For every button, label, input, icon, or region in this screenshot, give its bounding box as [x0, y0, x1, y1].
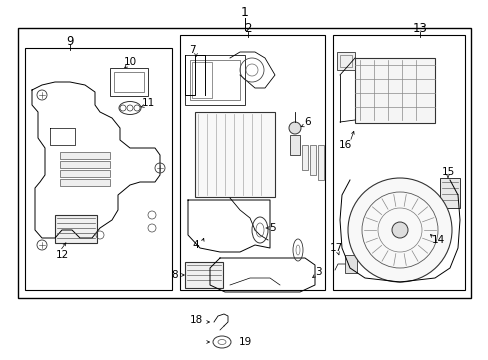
Text: 10: 10 — [123, 57, 136, 67]
Bar — [114, 72, 143, 92]
Bar — [195, 112, 274, 197]
Text: 9: 9 — [66, 35, 74, 48]
Bar — [60, 179, 110, 186]
Bar — [336, 52, 354, 70]
Text: 17: 17 — [329, 243, 342, 253]
Text: 5: 5 — [268, 223, 275, 233]
Text: 19: 19 — [238, 337, 251, 347]
Bar — [190, 60, 240, 100]
Text: 4: 4 — [192, 240, 199, 250]
Text: 15: 15 — [441, 167, 454, 177]
Bar — [25, 48, 172, 290]
Text: 13: 13 — [412, 22, 427, 35]
Bar — [309, 145, 315, 175]
Text: 8: 8 — [171, 270, 178, 280]
Text: 7: 7 — [188, 45, 195, 55]
Bar — [55, 215, 97, 243]
Bar — [60, 161, 110, 168]
Text: 6: 6 — [304, 117, 311, 127]
Bar — [317, 145, 324, 180]
Bar — [60, 170, 110, 177]
Bar — [354, 58, 434, 123]
Bar — [110, 68, 148, 96]
Bar — [302, 145, 307, 170]
Circle shape — [347, 178, 451, 282]
Bar — [339, 55, 351, 67]
Text: 2: 2 — [244, 22, 251, 35]
Text: 18: 18 — [189, 315, 202, 325]
Bar — [192, 62, 212, 98]
Bar — [180, 35, 325, 290]
Bar — [18, 28, 470, 298]
Text: 11: 11 — [141, 98, 154, 108]
Bar — [184, 262, 223, 288]
Text: 16: 16 — [338, 140, 351, 150]
Bar — [289, 135, 299, 155]
Text: 3: 3 — [314, 267, 321, 277]
Circle shape — [288, 122, 301, 134]
Text: 14: 14 — [430, 235, 444, 245]
Text: 12: 12 — [55, 250, 68, 260]
Circle shape — [391, 222, 407, 238]
Bar — [345, 255, 356, 273]
Bar — [184, 55, 244, 105]
Bar — [60, 152, 110, 159]
Bar — [332, 35, 464, 290]
Bar — [439, 178, 459, 208]
Text: 1: 1 — [241, 5, 248, 18]
